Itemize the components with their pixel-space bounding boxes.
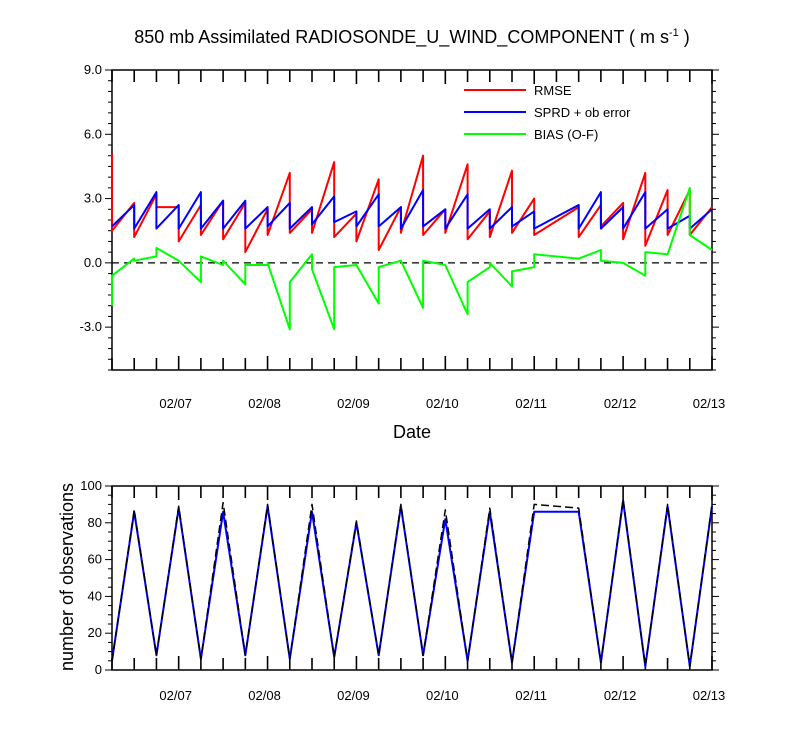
legend-entry: SPRD + ob error bbox=[534, 105, 631, 120]
x-tick-label: 02/13 bbox=[693, 396, 726, 411]
y-tick-label: 3.0 bbox=[84, 191, 102, 206]
bottom-chart: 0 20 40 60 80 100 02/07 02/08 02/09 02/10 02/11 02/… bbox=[80, 478, 725, 703]
series-sprd-ob-error bbox=[111, 189, 713, 230]
y-tick-label: 0.0 bbox=[84, 255, 102, 270]
x-tick-label: 02/12 bbox=[604, 396, 637, 411]
x-tick-label: 02/11 bbox=[515, 396, 547, 411]
top-chart: 9.0 6.0 3.0 0.0 -3.0 02/07 02/08 02/09 02/10 02/1… bbox=[80, 62, 726, 411]
x-tick-label: 02/08 bbox=[248, 396, 281, 411]
x-tick-label: 02/09 bbox=[337, 396, 370, 411]
y-tick-label: 9.0 bbox=[84, 62, 102, 77]
legend-entry: RMSE bbox=[534, 83, 572, 98]
legend-entry: BIAS (O-F) bbox=[534, 127, 598, 142]
y-tick-label: 100 bbox=[80, 478, 102, 493]
y-axis-title: number of observations bbox=[57, 483, 77, 671]
x-tick-label: 02/12 bbox=[604, 688, 637, 703]
y-tick-label: 60 bbox=[88, 552, 102, 567]
x-axis-title: Date bbox=[393, 422, 431, 442]
x-tick-label: 02/09 bbox=[337, 688, 370, 703]
chart-title: 850 mb Assimilated RADIOSONDE_U_WIND_COM… bbox=[134, 27, 690, 48]
y-tick-label: 0 bbox=[95, 662, 102, 677]
series-bias-o-f bbox=[111, 186, 713, 331]
x-tick-label: 02/10 bbox=[426, 396, 459, 411]
series-rmse bbox=[111, 153, 713, 254]
y-tick-label: 6.0 bbox=[84, 126, 102, 141]
x-tick-label: 02/07 bbox=[159, 688, 192, 703]
series-observations-possible bbox=[111, 498, 713, 668]
x-tick-label: 02/10 bbox=[426, 688, 459, 703]
y-tick-label: 80 bbox=[88, 515, 102, 530]
y-tick-label: 20 bbox=[88, 625, 102, 640]
x-tick-label: 02/13 bbox=[693, 688, 726, 703]
x-tick-label: 02/08 bbox=[248, 688, 281, 703]
x-tick-label: 02/11 bbox=[515, 688, 547, 703]
x-tick-label: 02/07 bbox=[159, 396, 192, 411]
y-tick-label: 40 bbox=[88, 588, 102, 603]
y-tick-label: -3.0 bbox=[80, 319, 102, 334]
